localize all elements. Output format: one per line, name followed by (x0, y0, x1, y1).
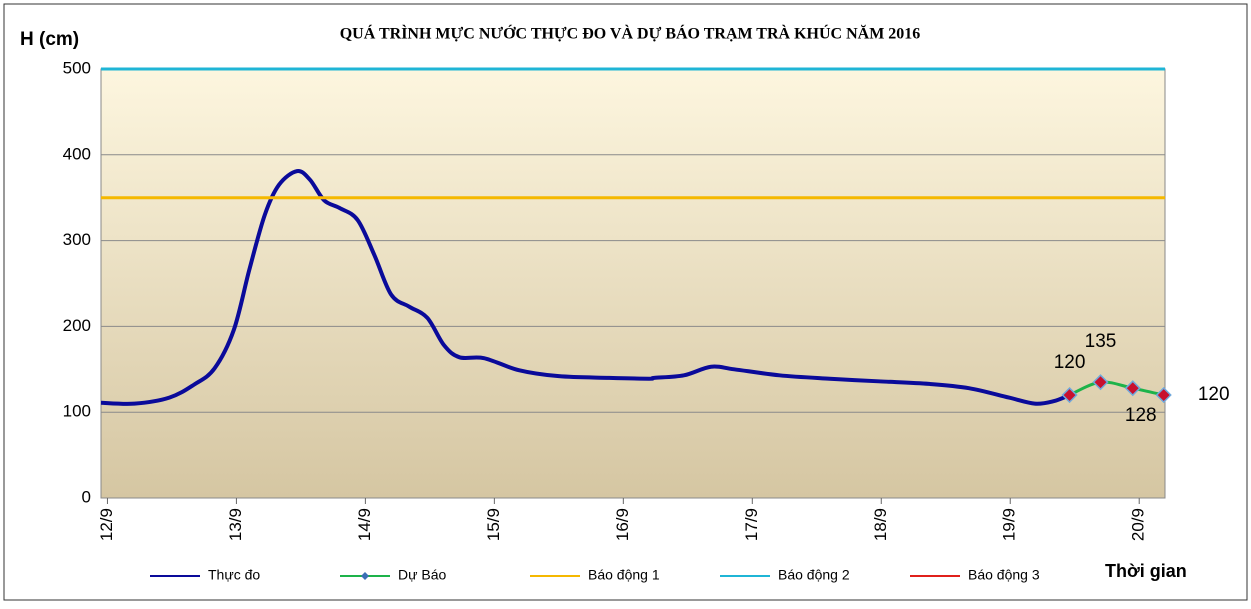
x-tick-label: 15/9 (484, 508, 503, 541)
x-tick-label: 12/9 (97, 508, 116, 541)
series-line (100, 169, 1071, 406)
series-line (1068, 380, 1165, 397)
marker (1061, 386, 1078, 404)
y-axis-label: H (cm) (20, 29, 79, 50)
marker (1155, 386, 1172, 404)
x-tick-label: 16/9 (613, 508, 632, 541)
plot-area (100, 68, 1166, 499)
y-tick-label: 200 (63, 316, 91, 335)
y-tick-label: 500 (63, 58, 91, 77)
x-axis-label: Thời gian (1105, 561, 1187, 581)
x-tick-label: 20/9 (1129, 508, 1148, 541)
y-tick-label: 400 (63, 144, 91, 163)
data-label: 120 (1054, 352, 1086, 373)
legend-label: Báo động 2 (778, 567, 850, 583)
legend-label: Báo động 3 (968, 567, 1040, 583)
chart-title: QUÁ TRÌNH MỰC NƯỚC THỰC ĐO VÀ DỰ BÁO TRẠ… (340, 24, 921, 43)
data-label: 135 (1085, 331, 1117, 352)
data-label: 120 (1198, 384, 1230, 405)
data-label: 128 (1125, 405, 1157, 426)
legend-label: Thực đo (208, 567, 260, 583)
marker (1124, 380, 1141, 397)
legend-label: Dự Báo (398, 567, 446, 583)
x-tick-label: 19/9 (1000, 508, 1019, 541)
marker (1092, 374, 1109, 391)
y-tick-label: 100 (63, 402, 91, 421)
x-tick-label: 18/9 (871, 508, 890, 541)
y-tick-label: 300 (63, 230, 91, 249)
legend-label: Báo động 1 (588, 567, 660, 583)
x-tick-label: 13/9 (226, 508, 245, 541)
x-tick-label: 17/9 (742, 508, 761, 541)
legend-marker (361, 572, 369, 580)
x-tick-label: 14/9 (355, 508, 374, 541)
y-tick-label: 0 (82, 487, 91, 506)
